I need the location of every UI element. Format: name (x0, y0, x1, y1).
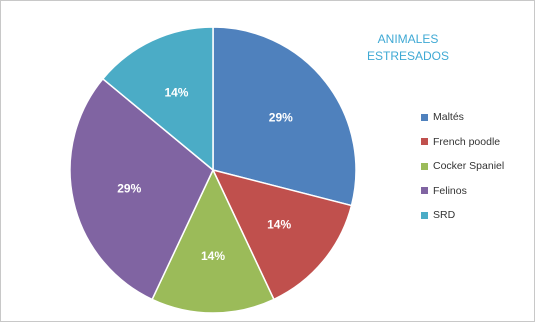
legend-swatch-cocker-spaniel (421, 162, 428, 170)
pie-slice-srd (101, 26, 214, 172)
legend: Maltés French poodle Cocker Spaniel Feli… (421, 105, 504, 228)
legend-item-french-poodle: French poodle (421, 130, 504, 155)
data-label-french-poodle: 14% (267, 218, 291, 232)
legend-item-maltes: Maltés (421, 105, 504, 130)
legend-label-french-poodle: French poodle (433, 135, 501, 148)
legend-swatch-maltes (421, 113, 428, 121)
legend-swatch-felinos (421, 187, 428, 195)
chart-title-line-2: ESTRESADOS (366, 49, 450, 63)
legend-swatch-srd (421, 211, 428, 219)
data-label-cocker-spaniel: 14% (201, 249, 225, 263)
legend-label-maltes: Maltés (433, 111, 464, 124)
data-label-maltes: 29% (269, 110, 293, 124)
chart-title-line-1: ANIMALES (377, 32, 439, 46)
data-label-srd: 14% (164, 85, 188, 99)
pie-slice-maltes (212, 26, 357, 207)
legend-label-cocker-spaniel: Cocker Spaniel (433, 160, 505, 173)
legend-label-srd: SRD (433, 209, 456, 222)
chart-title: ANIMALES ESTRESADOS (353, 31, 463, 65)
legend-item-felinos: Felinos (421, 179, 504, 204)
pie-slice-felinos (69, 77, 214, 301)
legend-swatch-french-poodle (421, 138, 428, 146)
legend-item-srd: SRD (421, 203, 504, 228)
legend-item-cocker-spaniel: Cocker Spaniel (421, 154, 504, 179)
pie-slice-french-poodle (211, 168, 353, 301)
legend-label-felinos: Felinos (433, 184, 467, 197)
pie-slice-cocker-spaniel (151, 168, 275, 314)
data-label-felinos: 29% (117, 182, 141, 196)
